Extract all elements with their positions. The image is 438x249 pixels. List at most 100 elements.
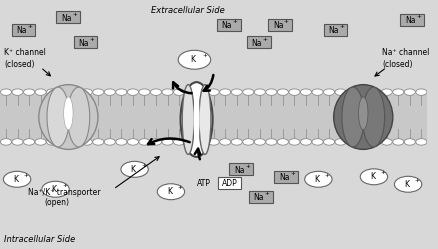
Text: +: +	[290, 171, 294, 176]
Circle shape	[150, 139, 161, 145]
Text: +: +	[324, 173, 329, 178]
FancyBboxPatch shape	[246, 36, 270, 48]
Circle shape	[92, 139, 104, 145]
Ellipse shape	[64, 97, 73, 130]
Circle shape	[0, 139, 11, 145]
Circle shape	[242, 139, 253, 145]
Circle shape	[394, 176, 421, 192]
Text: Intracellular Side: Intracellular Side	[4, 235, 75, 244]
Text: +: +	[27, 24, 32, 29]
Text: (closed): (closed)	[4, 60, 35, 69]
Text: K: K	[52, 185, 57, 194]
Ellipse shape	[180, 82, 212, 157]
Text: Na: Na	[328, 26, 338, 35]
Circle shape	[104, 89, 115, 95]
Text: (closed): (closed)	[381, 60, 412, 69]
Text: (open): (open)	[45, 198, 70, 207]
Circle shape	[288, 139, 299, 145]
Ellipse shape	[198, 85, 210, 154]
Circle shape	[24, 89, 35, 95]
Ellipse shape	[341, 87, 363, 147]
Circle shape	[70, 139, 81, 145]
Text: +: +	[62, 183, 67, 188]
Circle shape	[392, 139, 403, 145]
Circle shape	[4, 171, 31, 187]
Circle shape	[178, 50, 210, 69]
Circle shape	[104, 139, 115, 145]
Text: K: K	[369, 172, 374, 181]
Circle shape	[120, 161, 148, 177]
Circle shape	[46, 139, 57, 145]
Circle shape	[403, 89, 414, 95]
Ellipse shape	[182, 85, 194, 154]
Circle shape	[346, 139, 357, 145]
Circle shape	[346, 89, 357, 95]
Circle shape	[300, 139, 311, 145]
Circle shape	[138, 139, 150, 145]
Circle shape	[369, 139, 380, 145]
Circle shape	[127, 89, 138, 95]
Text: +: +	[202, 53, 207, 58]
FancyBboxPatch shape	[216, 19, 240, 31]
Circle shape	[12, 139, 23, 145]
Circle shape	[415, 89, 426, 95]
Circle shape	[162, 139, 173, 145]
Text: K⁺ channel: K⁺ channel	[4, 48, 46, 57]
Circle shape	[380, 139, 392, 145]
Circle shape	[81, 89, 92, 95]
Circle shape	[35, 139, 46, 145]
Text: Na: Na	[272, 21, 283, 30]
Circle shape	[277, 139, 288, 145]
Text: Na: Na	[253, 193, 264, 202]
Text: K: K	[403, 180, 408, 189]
Circle shape	[196, 89, 207, 95]
Text: Na: Na	[17, 26, 27, 35]
Ellipse shape	[333, 85, 392, 149]
Circle shape	[12, 89, 23, 95]
Circle shape	[157, 184, 184, 200]
Circle shape	[357, 89, 368, 95]
Circle shape	[277, 89, 288, 95]
Text: +: +	[89, 37, 94, 42]
FancyBboxPatch shape	[229, 163, 253, 175]
Circle shape	[208, 89, 219, 95]
Circle shape	[162, 89, 173, 95]
FancyBboxPatch shape	[399, 14, 424, 26]
Text: Na: Na	[279, 173, 289, 182]
Circle shape	[185, 89, 196, 95]
Circle shape	[231, 89, 242, 95]
Text: K: K	[13, 175, 18, 184]
Text: Na: Na	[404, 16, 415, 25]
Text: Na: Na	[234, 166, 244, 175]
FancyBboxPatch shape	[267, 19, 291, 31]
Circle shape	[219, 89, 230, 95]
Text: +: +	[415, 14, 420, 19]
Circle shape	[196, 139, 207, 145]
Circle shape	[219, 139, 230, 145]
Circle shape	[392, 89, 403, 95]
Ellipse shape	[361, 87, 384, 147]
Circle shape	[403, 139, 414, 145]
Circle shape	[334, 89, 346, 95]
Text: Na: Na	[221, 21, 232, 30]
Bar	[0, 95, 426, 143]
Text: Extracellular Side: Extracellular Side	[151, 6, 224, 15]
Text: ADP: ADP	[222, 179, 237, 187]
FancyBboxPatch shape	[274, 171, 297, 183]
Circle shape	[288, 89, 299, 95]
Circle shape	[150, 89, 161, 95]
Circle shape	[304, 171, 331, 187]
Ellipse shape	[67, 87, 89, 147]
Text: K: K	[167, 187, 172, 196]
Circle shape	[173, 139, 184, 145]
Ellipse shape	[193, 90, 199, 149]
Text: K: K	[314, 175, 319, 184]
Text: +: +	[379, 170, 385, 175]
FancyBboxPatch shape	[248, 191, 272, 203]
FancyBboxPatch shape	[56, 11, 80, 23]
Circle shape	[127, 139, 138, 145]
FancyBboxPatch shape	[11, 24, 35, 36]
Circle shape	[334, 139, 346, 145]
Circle shape	[81, 139, 92, 145]
Circle shape	[254, 89, 265, 95]
